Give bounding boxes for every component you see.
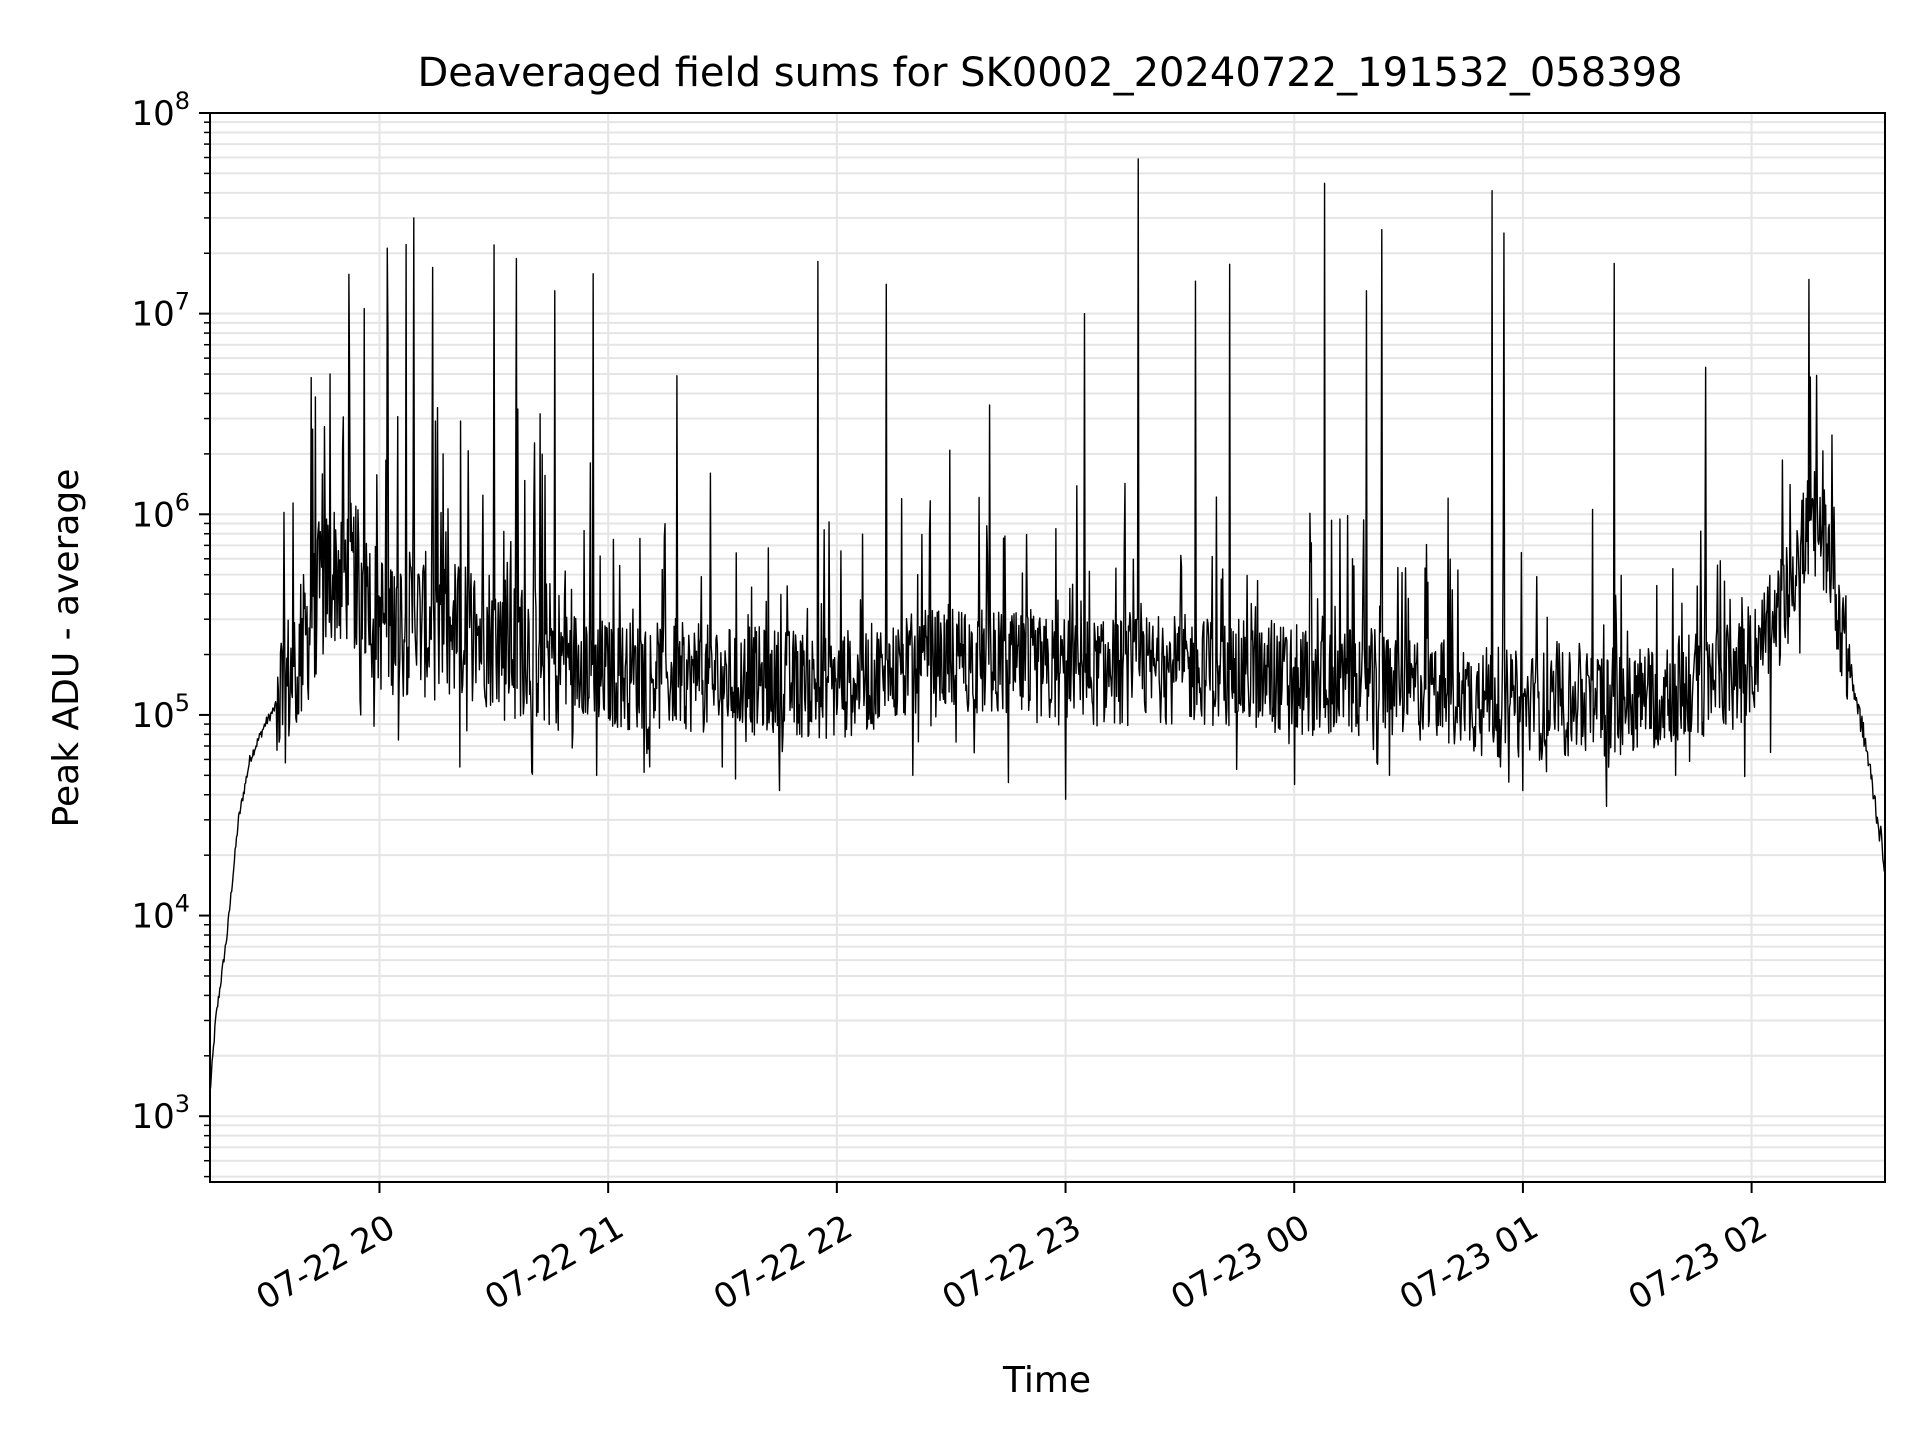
series-line: [209, 158, 1886, 1092]
chart-title: Deaveraged field sums for SK0002_2024072…: [417, 50, 1682, 96]
y-tick-label: 104: [131, 890, 190, 937]
y-tick-label: 107: [131, 288, 190, 335]
y-tick-label: 108: [131, 87, 190, 134]
y-tick-label: 103: [131, 1090, 190, 1137]
series-layer: [209, 158, 1886, 1092]
plot-frame: [209, 112, 1886, 1183]
x-axis-label: Time: [1002, 1360, 1091, 1401]
y-tick-label: 106: [131, 488, 190, 535]
y-axis-label: Peak ADU - average: [46, 469, 87, 828]
y-tick-label: 105: [131, 689, 190, 736]
